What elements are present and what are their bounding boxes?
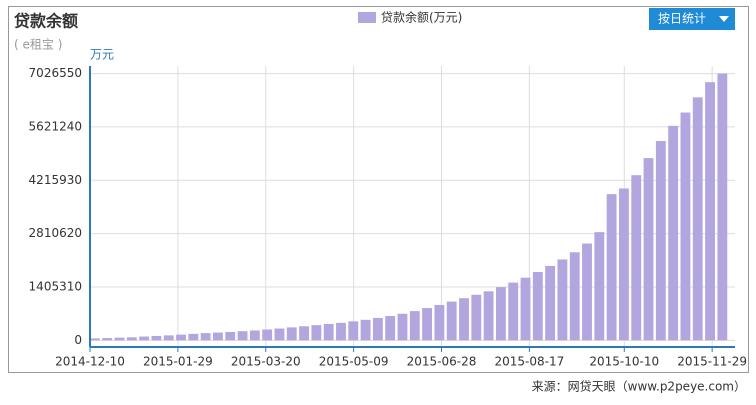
bar <box>545 265 556 341</box>
bar <box>323 323 334 341</box>
bar <box>594 232 605 341</box>
bar <box>582 243 592 341</box>
bar <box>286 327 297 341</box>
dropdown-arrow[interactable] <box>719 16 729 22</box>
bar <box>385 316 396 341</box>
bar <box>336 322 346 341</box>
x-tick-label: 2015-08-17 <box>494 355 564 369</box>
x-tick-label: 2014-12-10 <box>55 355 125 369</box>
bar <box>705 82 715 341</box>
group-button[interactable] <box>649 8 735 30</box>
bar <box>311 325 322 341</box>
bar <box>237 331 248 341</box>
source-note: 来源：网贷天眼（www.p2peye.com） <box>532 380 746 394</box>
bar <box>213 332 223 341</box>
y-tick-label: 1405310 <box>29 279 82 293</box>
y-tick-label: 4215930 <box>29 173 82 187</box>
y-tick-label: 5621240 <box>29 119 82 133</box>
x-tick-label: 2015-10-10 <box>589 355 659 369</box>
y-tick-label: 2810620 <box>29 226 82 240</box>
x-tick-label: 2015-03-20 <box>231 355 301 369</box>
bar <box>655 141 666 341</box>
bar <box>619 188 629 341</box>
bar <box>102 338 113 341</box>
chart-subtitle: ( e租宝 ) <box>14 38 62 52</box>
bar <box>569 252 580 341</box>
bar <box>409 311 420 341</box>
bar <box>360 319 371 341</box>
bar <box>717 73 728 341</box>
bar <box>606 194 617 341</box>
bar <box>520 277 531 341</box>
bar <box>508 282 519 341</box>
bar <box>225 331 236 341</box>
bar <box>483 291 494 341</box>
bar <box>163 335 174 341</box>
x-tick-label: 2015-06-28 <box>407 355 477 369</box>
bar <box>422 308 433 341</box>
bar <box>200 333 211 341</box>
x-tick-label: 2015-11-29 <box>677 355 747 369</box>
bar <box>114 337 125 341</box>
bar <box>434 305 445 341</box>
bar <box>372 317 383 341</box>
bar <box>176 334 186 341</box>
bar <box>151 335 162 341</box>
bar <box>249 330 260 341</box>
x-tick-label: 2015-05-09 <box>319 355 389 369</box>
bar <box>471 294 482 341</box>
bar <box>139 336 150 341</box>
bar <box>348 321 359 341</box>
bar <box>692 97 703 341</box>
bar <box>397 313 408 341</box>
legend-label: 贷款余额(万元) <box>381 10 462 25</box>
y-tick-label: 7026550 <box>29 66 82 80</box>
bar <box>557 259 568 341</box>
bar <box>126 337 137 341</box>
bar <box>532 271 543 341</box>
bar <box>274 328 285 341</box>
bar <box>680 112 691 341</box>
bar <box>188 333 199 341</box>
bar <box>90 338 100 341</box>
y-axis-label: 万元 <box>90 48 114 62</box>
x-tick-label: 2015-01-29 <box>143 355 213 369</box>
bar <box>446 301 457 341</box>
bar <box>631 175 642 341</box>
bar <box>262 329 273 341</box>
chart-title: 贷款余额 <box>14 12 78 31</box>
bar <box>459 298 469 341</box>
legend-swatch <box>358 12 376 23</box>
bar <box>299 326 309 341</box>
bar <box>668 125 679 341</box>
group-button-label[interactable]: 按日统计 <box>658 12 706 26</box>
bar <box>495 287 506 341</box>
bar <box>643 158 654 341</box>
y-tick-label: 0 <box>74 333 82 347</box>
